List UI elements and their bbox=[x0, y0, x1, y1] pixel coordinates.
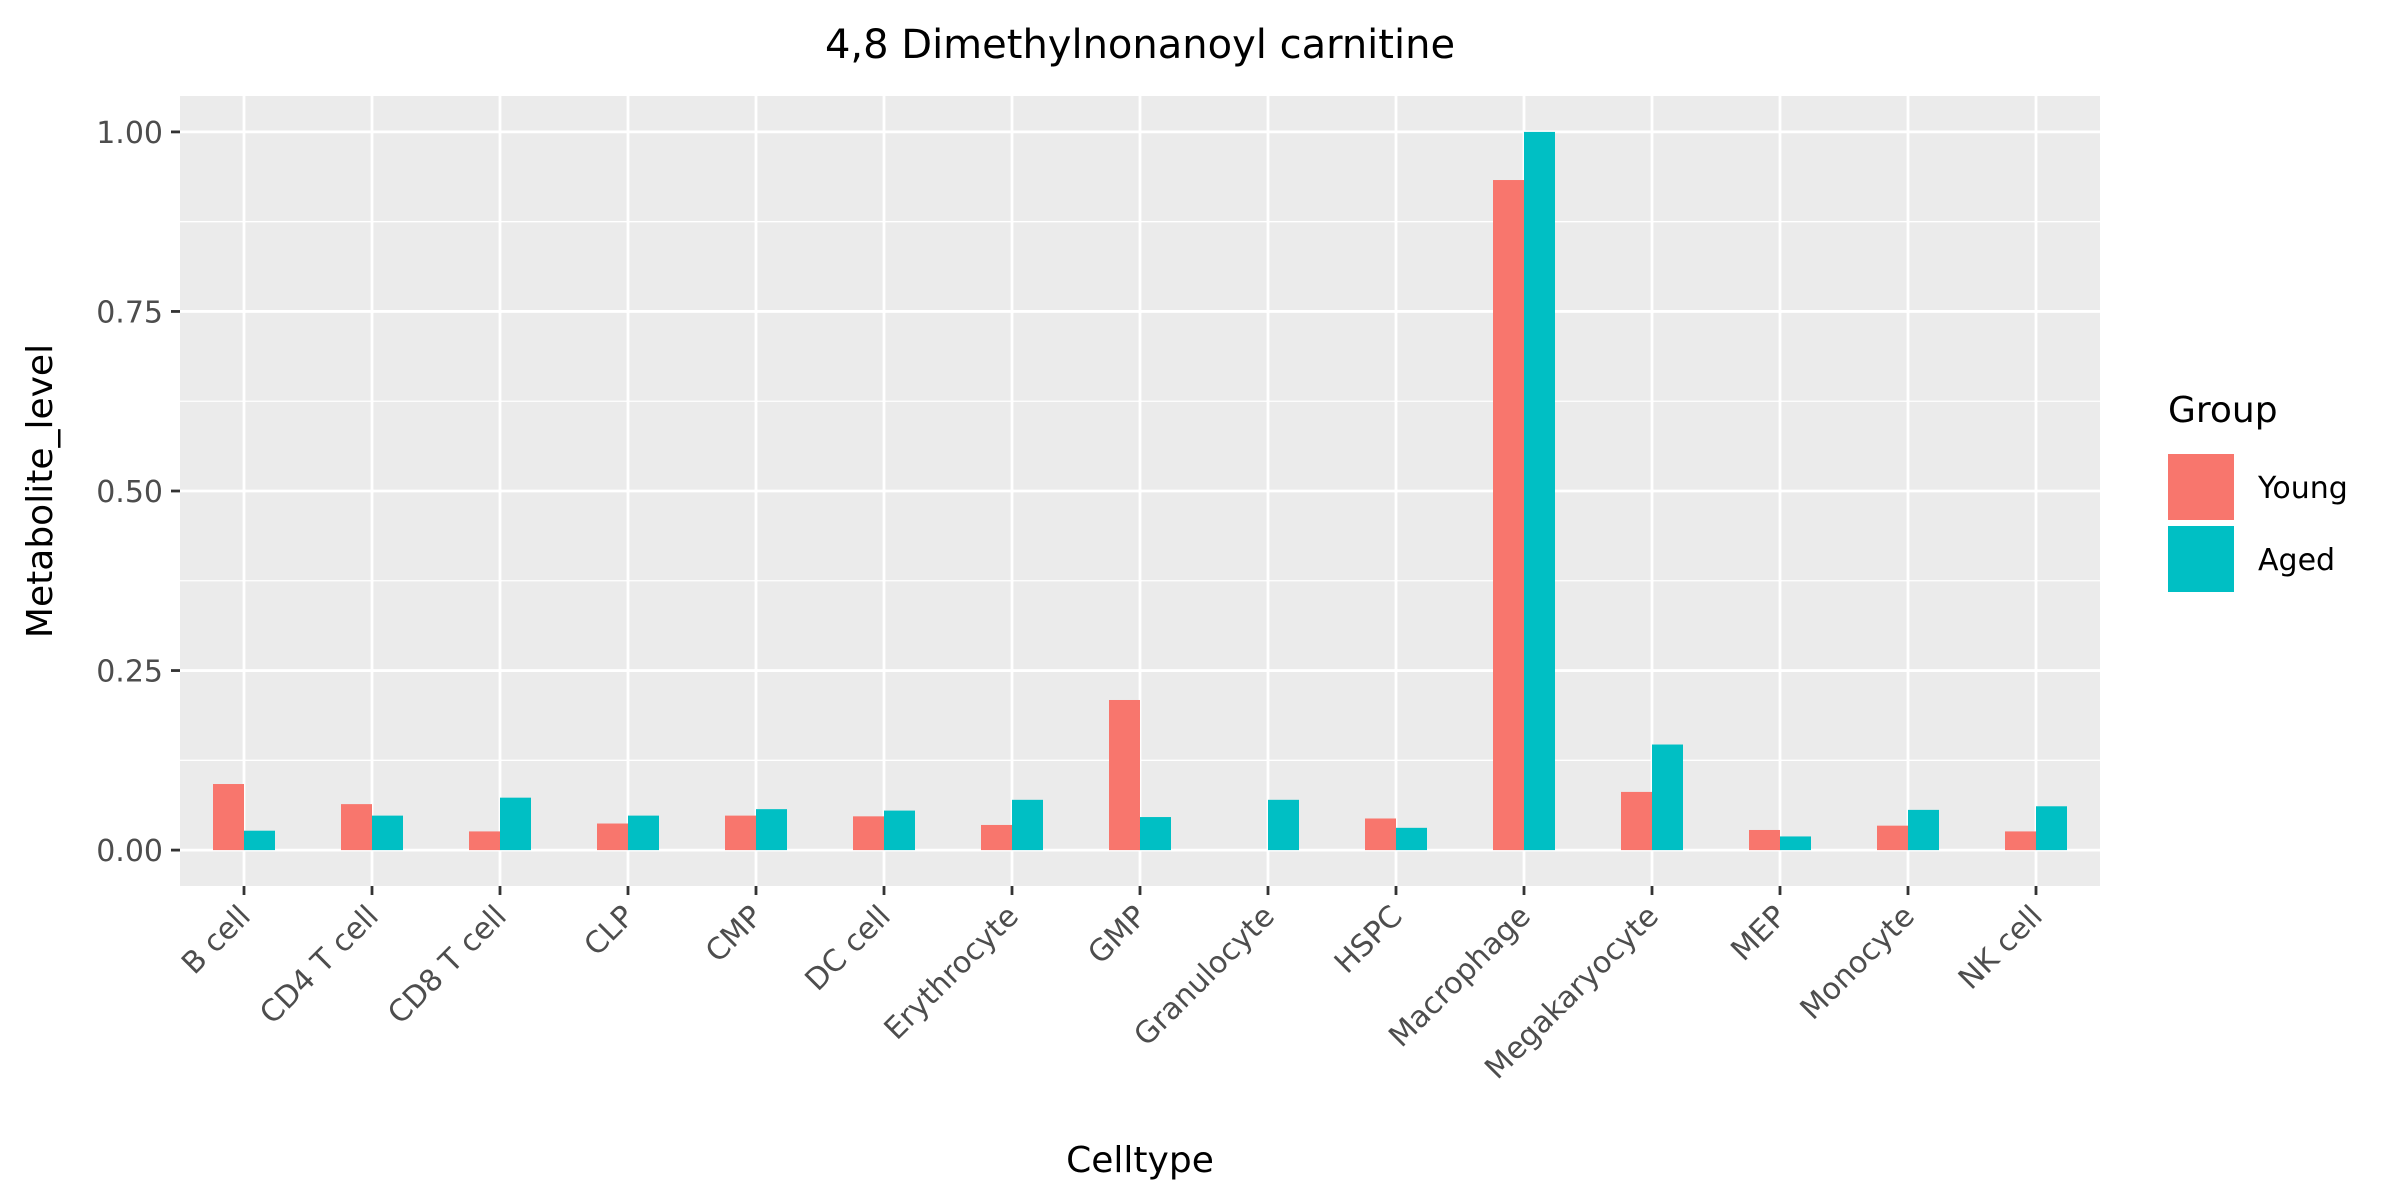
y-axis-title: Metabolite_level bbox=[20, 344, 61, 638]
bar-aged bbox=[1780, 836, 1811, 851]
bar-young bbox=[981, 824, 1012, 851]
bar-young bbox=[597, 823, 628, 851]
bar-aged bbox=[1524, 131, 1555, 851]
bar-aged bbox=[372, 815, 403, 851]
bar-young bbox=[1749, 829, 1780, 851]
y-tick-label: 0.75 bbox=[96, 295, 163, 330]
bar-young bbox=[213, 784, 244, 851]
x-tick-label: CD4 T cell bbox=[253, 899, 385, 1031]
bar-young bbox=[853, 816, 884, 851]
x-tick-label: Monocyte bbox=[1794, 899, 1922, 1027]
x-tick-label: GMP bbox=[1081, 899, 1153, 971]
bar-young bbox=[2005, 831, 2036, 851]
bar-young bbox=[1621, 791, 1652, 851]
bars bbox=[213, 131, 2067, 851]
x-tick-label: MEP bbox=[1724, 899, 1793, 968]
bar-aged bbox=[1140, 817, 1171, 851]
y-tick-label: 0.25 bbox=[96, 655, 163, 690]
legend-label-young: Young bbox=[2257, 471, 2348, 506]
bar-aged bbox=[628, 815, 659, 851]
bar-aged bbox=[1652, 744, 1683, 851]
bar-young bbox=[725, 815, 756, 851]
x-tick-label: HSPC bbox=[1328, 899, 1410, 981]
bar-young bbox=[341, 804, 372, 851]
x-tick-label: NK cell bbox=[1952, 899, 2050, 997]
x-tick-label: CLP bbox=[577, 899, 641, 963]
bar-aged bbox=[756, 809, 787, 851]
x-tick-label: B cell bbox=[175, 899, 258, 982]
y-tick-label: 1.00 bbox=[96, 116, 163, 151]
legend-label-aged: Aged bbox=[2258, 543, 2335, 578]
legend-key-young bbox=[2168, 454, 2234, 520]
x-tick-label: Erythrocyte bbox=[878, 899, 1026, 1047]
bar-aged bbox=[1908, 809, 1939, 851]
legend-key-aged bbox=[2168, 526, 2234, 592]
x-axis-title: Celltype bbox=[1066, 1140, 1214, 1181]
y-tick-label: 0.50 bbox=[96, 475, 163, 510]
x-tick-label: DC cell bbox=[799, 899, 898, 998]
legend: Group Young Aged bbox=[2168, 390, 2348, 592]
bar-young bbox=[1877, 825, 1908, 851]
bar-young bbox=[1365, 818, 1396, 851]
bar-aged bbox=[1012, 799, 1043, 851]
y-axis: 0.00 0.25 0.50 0.75 1.00 bbox=[96, 116, 180, 869]
x-tick-label: CMP bbox=[699, 899, 770, 970]
bar-aged bbox=[1268, 799, 1299, 851]
x-tick-label: CD8 T cell bbox=[381, 899, 513, 1031]
legend-title: Group bbox=[2168, 390, 2278, 431]
bar-aged bbox=[884, 810, 915, 851]
bar-young bbox=[1109, 699, 1140, 851]
bar-aged bbox=[1396, 827, 1427, 851]
y-tick-label: 0.00 bbox=[96, 834, 163, 869]
bar-aged bbox=[244, 830, 275, 851]
bar-young bbox=[469, 831, 500, 851]
bar-aged bbox=[2036, 806, 2067, 851]
bar-young bbox=[1493, 180, 1524, 851]
chart-title: 4,8 Dimethylnonanoyl carnitine bbox=[825, 22, 1455, 68]
bar-aged bbox=[500, 797, 531, 851]
